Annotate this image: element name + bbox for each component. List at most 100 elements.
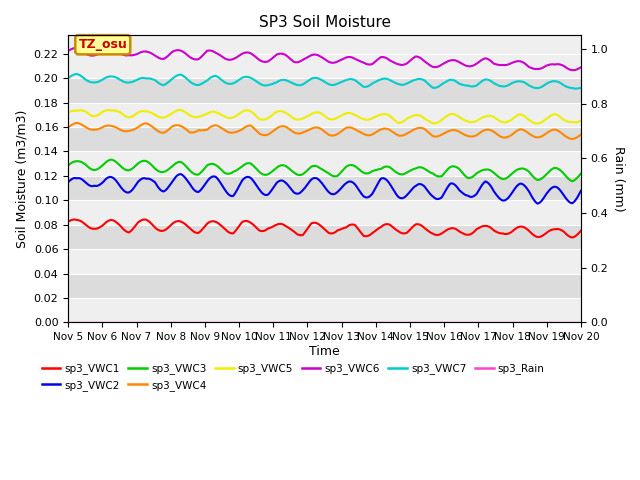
sp3_VWC5 bbox=[206, 109, 214, 115]
sp3_VWC4 bbox=[387, 128, 395, 134]
sp3_Rain bbox=[387, 319, 394, 325]
sp3_VWC3 bbox=[206, 161, 214, 167]
Legend: sp3_VWC1, sp3_VWC2, sp3_VWC3, sp3_VWC4, sp3_VWC5, sp3_VWC6, sp3_VWC7, sp3_Rain: sp3_VWC1, sp3_VWC2, sp3_VWC3, sp3_VWC4, … bbox=[38, 360, 548, 395]
sp3_VWC5 bbox=[176, 107, 184, 113]
sp3_VWC7 bbox=[206, 75, 214, 81]
Line: sp3_VWC7: sp3_VWC7 bbox=[68, 74, 581, 89]
sp3_VWC1 bbox=[568, 235, 576, 240]
sp3_VWC7 bbox=[73, 71, 81, 77]
sp3_VWC4 bbox=[73, 120, 81, 126]
sp3_VWC2 bbox=[534, 201, 541, 206]
sp3_VWC7 bbox=[403, 81, 410, 87]
Bar bbox=[68, 176, 581, 200]
sp3_Rain bbox=[126, 319, 134, 325]
sp3_VWC7 bbox=[179, 73, 187, 79]
sp3_VWC6 bbox=[206, 48, 214, 53]
sp3_VWC3 bbox=[403, 170, 410, 176]
sp3_VWC3 bbox=[179, 160, 187, 166]
sp3_VWC7 bbox=[127, 79, 135, 85]
sp3_VWC6 bbox=[179, 49, 187, 55]
Line: sp3_VWC5: sp3_VWC5 bbox=[68, 110, 581, 124]
sp3_VWC2 bbox=[403, 193, 410, 199]
sp3_VWC2 bbox=[206, 175, 214, 181]
sp3_VWC4 bbox=[179, 124, 187, 130]
Y-axis label: Rain (mm): Rain (mm) bbox=[612, 146, 625, 212]
Title: SP3 Soil Moisture: SP3 Soil Moisture bbox=[259, 15, 390, 30]
Line: sp3_VWC1: sp3_VWC1 bbox=[68, 219, 581, 238]
sp3_VWC1 bbox=[179, 220, 187, 226]
sp3_VWC1 bbox=[64, 219, 72, 225]
sp3_Rain bbox=[577, 319, 585, 325]
sp3_VWC3 bbox=[577, 171, 585, 177]
sp3_VWC7 bbox=[387, 78, 395, 84]
sp3_VWC1 bbox=[141, 216, 148, 222]
sp3_VWC7 bbox=[64, 75, 72, 81]
sp3_VWC5 bbox=[179, 108, 187, 114]
sp3_VWC3 bbox=[127, 167, 135, 172]
sp3_VWC6 bbox=[577, 64, 585, 70]
sp3_VWC3 bbox=[568, 179, 576, 184]
sp3_VWC5 bbox=[403, 116, 410, 122]
sp3_VWC4 bbox=[74, 120, 82, 126]
sp3_VWC4 bbox=[64, 125, 72, 131]
Line: sp3_VWC4: sp3_VWC4 bbox=[68, 123, 581, 139]
sp3_VWC6 bbox=[64, 48, 72, 54]
sp3_VWC2 bbox=[387, 183, 395, 189]
sp3_VWC2 bbox=[64, 179, 72, 185]
sp3_VWC5 bbox=[534, 121, 541, 127]
sp3_VWC4 bbox=[127, 128, 135, 133]
sp3_VWC1 bbox=[126, 229, 134, 235]
Bar bbox=[68, 103, 581, 127]
Bar bbox=[68, 298, 581, 323]
sp3_VWC6 bbox=[74, 46, 82, 51]
Bar bbox=[68, 127, 581, 151]
sp3_VWC1 bbox=[387, 223, 395, 228]
Bar bbox=[68, 200, 581, 225]
Line: sp3_VWC6: sp3_VWC6 bbox=[68, 48, 581, 70]
sp3_VWC2 bbox=[74, 175, 81, 181]
Bar bbox=[68, 249, 581, 274]
Bar bbox=[68, 151, 581, 176]
sp3_VWC1 bbox=[577, 228, 585, 234]
sp3_Rain bbox=[74, 319, 81, 325]
sp3_VWC2 bbox=[177, 171, 185, 177]
sp3_VWC7 bbox=[74, 72, 82, 77]
sp3_VWC1 bbox=[206, 219, 214, 225]
Line: sp3_VWC2: sp3_VWC2 bbox=[68, 174, 581, 204]
sp3_VWC3 bbox=[387, 166, 395, 171]
X-axis label: Time: Time bbox=[309, 345, 340, 358]
sp3_VWC3 bbox=[74, 158, 81, 164]
Bar bbox=[68, 225, 581, 249]
sp3_VWC5 bbox=[74, 108, 81, 114]
sp3_VWC7 bbox=[572, 86, 580, 92]
sp3_VWC4 bbox=[206, 124, 214, 130]
sp3_VWC4 bbox=[568, 136, 576, 142]
sp3_Rain bbox=[205, 319, 213, 325]
sp3_VWC6 bbox=[403, 61, 410, 67]
sp3_Rain bbox=[64, 319, 72, 325]
sp3_VWC5 bbox=[126, 114, 134, 120]
Line: sp3_VWC3: sp3_VWC3 bbox=[68, 160, 581, 181]
sp3_VWC1 bbox=[403, 230, 410, 236]
sp3_VWC5 bbox=[577, 118, 585, 124]
sp3_VWC2 bbox=[126, 189, 134, 194]
sp3_Rain bbox=[402, 319, 410, 325]
sp3_VWC5 bbox=[64, 109, 72, 115]
Bar bbox=[68, 274, 581, 298]
sp3_VWC4 bbox=[577, 132, 585, 137]
sp3_VWC6 bbox=[569, 67, 577, 73]
Bar bbox=[68, 54, 581, 78]
sp3_Rain bbox=[179, 319, 186, 325]
sp3_VWC5 bbox=[387, 114, 395, 120]
sp3_VWC6 bbox=[127, 52, 135, 58]
Text: TZ_osu: TZ_osu bbox=[79, 38, 127, 51]
sp3_VWC7 bbox=[577, 85, 585, 91]
Y-axis label: Soil Moisture (m3/m3): Soil Moisture (m3/m3) bbox=[15, 110, 28, 248]
sp3_VWC2 bbox=[179, 173, 187, 179]
sp3_VWC6 bbox=[387, 58, 395, 64]
sp3_VWC6 bbox=[72, 45, 80, 51]
sp3_VWC2 bbox=[577, 188, 585, 194]
sp3_VWC3 bbox=[108, 157, 115, 163]
sp3_VWC3 bbox=[64, 163, 72, 168]
sp3_VWC4 bbox=[403, 131, 410, 137]
